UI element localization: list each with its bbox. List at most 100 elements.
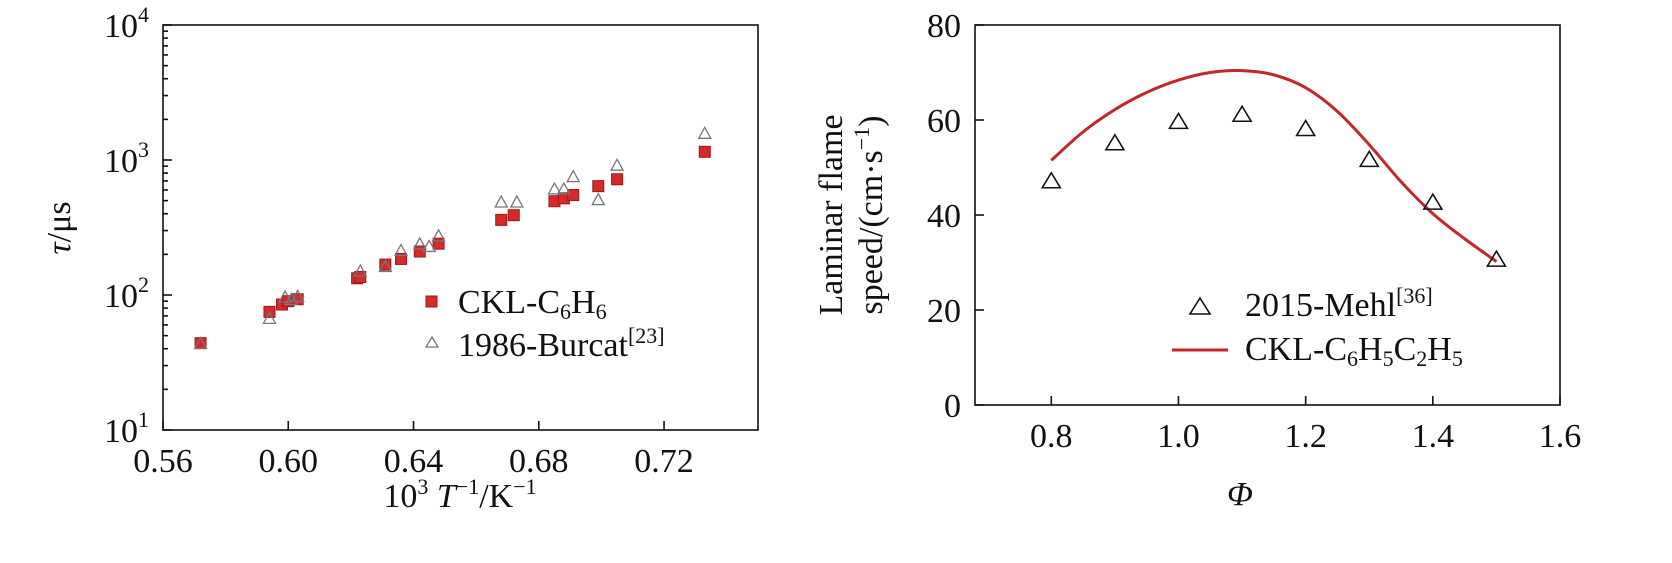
left-y-tick-label: 102 bbox=[104, 272, 149, 315]
left-triangle-point bbox=[494, 194, 509, 208]
right-plot-frame bbox=[974, 24, 1561, 406]
left-square-point bbox=[354, 270, 367, 283]
left-triangle-point bbox=[566, 169, 581, 183]
right-legend-1-pre: 2015-Mehl bbox=[1245, 287, 1396, 324]
left-x-title-rsup: −1 bbox=[513, 474, 536, 499]
left-triangle-point bbox=[547, 181, 562, 195]
right-legend-label-2: CKL-C6H5C2H5 bbox=[1245, 331, 1463, 371]
right-x-tick-label: 1.4 bbox=[1412, 418, 1455, 455]
right-x-tick-label: 0.8 bbox=[1030, 418, 1073, 455]
left-x-tick-label: 0.56 bbox=[133, 443, 193, 480]
left-triangle-point bbox=[278, 289, 293, 303]
left-y-unit: /μs bbox=[41, 201, 78, 242]
left-legend-1-mid: H bbox=[571, 284, 596, 321]
left-x-tick-label: 0.60 bbox=[259, 443, 319, 480]
left-x-title-t: T bbox=[428, 478, 458, 515]
left-triangle-point bbox=[193, 336, 208, 350]
left-triangle-point bbox=[556, 181, 571, 195]
left-tick-marks bbox=[162, 24, 665, 431]
right-y-tick-labels: 0 20 40 60 80 bbox=[927, 8, 961, 425]
right-triangle-point bbox=[1231, 104, 1253, 123]
right-legend-2-m3: H bbox=[1427, 331, 1452, 368]
left-triangle-point bbox=[284, 292, 299, 306]
left-y-tick-labels: 101 102 103 104 bbox=[104, 2, 149, 450]
left-square-point bbox=[698, 145, 711, 158]
left-square-point bbox=[395, 252, 407, 265]
left-square-point bbox=[611, 173, 624, 186]
left-legend-1-s2: 6 bbox=[596, 299, 607, 324]
left-triangle-point bbox=[422, 239, 437, 253]
right-legend-2-pre: CKL-C bbox=[1245, 331, 1347, 368]
left-triangle-point bbox=[393, 243, 409, 257]
left-square-point bbox=[194, 337, 207, 350]
right-x-tick-label: 1.0 bbox=[1157, 418, 1200, 455]
left-x-title-base: 10 bbox=[383, 478, 417, 515]
left-legend-2-sup: [23] bbox=[628, 323, 665, 348]
right-y-tick-label: 0 bbox=[944, 388, 961, 425]
right-x-tick-labels: 0.8 1.0 1.2 1.4 1.6 bbox=[1030, 418, 1581, 455]
left-y-tau: τ bbox=[41, 241, 78, 255]
right-legend-triangle-marker bbox=[1188, 296, 1212, 315]
right-y-title-pre: speed/(cm·s bbox=[853, 150, 890, 314]
left-x-axis-title: 103 T−1/K−1 bbox=[383, 474, 536, 515]
left-legend-triangle-marker bbox=[424, 335, 440, 348]
right-model-curve-group bbox=[1050, 69, 1498, 263]
left-square-point bbox=[507, 209, 520, 222]
right-y-title-sup: −1 bbox=[849, 127, 874, 150]
left-triangle-point bbox=[509, 194, 524, 208]
right-legend-2-s3: 2 bbox=[1416, 346, 1427, 371]
right-legend-2-m2: C bbox=[1394, 331, 1417, 368]
left-legend-label-1: CKL-C6H6 bbox=[458, 284, 607, 324]
left-x-title-sup: 3 bbox=[417, 474, 428, 499]
left-triangle-point bbox=[262, 311, 277, 325]
right-legend-2-m1: H bbox=[1358, 331, 1383, 368]
right-x-tick-label: 1.2 bbox=[1284, 418, 1327, 455]
left-square-point bbox=[567, 189, 580, 202]
left-x-title-tsup: −1 bbox=[456, 474, 479, 499]
left-triangle-point bbox=[431, 228, 446, 242]
left-x-tick-label: 0.72 bbox=[634, 443, 694, 480]
left-triangle-point bbox=[378, 259, 393, 273]
right-y-axis-title-line1: Laminar flame bbox=[813, 114, 850, 315]
left-square-point bbox=[379, 258, 392, 271]
right-x-axis-title: Φ bbox=[1227, 476, 1253, 513]
left-legend-1-pre: CKL-C bbox=[458, 284, 560, 321]
right-triangle-point bbox=[1485, 249, 1507, 267]
left-legend-1-s1: 6 bbox=[560, 299, 571, 324]
right-y-tick-label: 40 bbox=[927, 198, 961, 235]
left-legend-square-marker bbox=[425, 295, 438, 308]
right-model-curve bbox=[1050, 69, 1498, 263]
left-square-point bbox=[432, 237, 445, 250]
right-y-axis-title-line2: speed/(cm·s−1) bbox=[849, 115, 890, 314]
left-data-points bbox=[193, 125, 712, 350]
left-x-tick-label: 0.64 bbox=[384, 443, 444, 480]
right-y-tick-label: 20 bbox=[927, 293, 961, 330]
right-y-tick-label: 80 bbox=[927, 8, 961, 45]
left-legend-label-2: 1986-Burcat[23] bbox=[458, 323, 665, 364]
left-chart: 0.56 0.60 0.64 0.68 0.72 101 102 103 104 τ/μs 1… bbox=[41, 2, 759, 515]
right-triangle-point bbox=[1104, 133, 1126, 151]
left-legend-2-pre: 1986-Burcat bbox=[458, 327, 629, 364]
right-legend: 2015-Mehl[36] CKL-C6H5C2H5 bbox=[1172, 283, 1463, 371]
left-legend: CKL-C6H6 1986-Burcat[23] bbox=[424, 284, 665, 364]
left-y-tick-label: 103 bbox=[104, 137, 149, 180]
right-legend-label-1: 2015-Mehl[36] bbox=[1245, 283, 1433, 324]
left-square-point bbox=[592, 180, 605, 193]
left-square-point bbox=[495, 213, 508, 226]
right-triangle-point bbox=[1358, 149, 1380, 168]
left-x-tick-labels: 0.56 0.60 0.64 0.68 0.72 bbox=[133, 443, 694, 480]
right-legend-2-s2: 5 bbox=[1383, 346, 1394, 371]
right-data-points bbox=[1040, 104, 1507, 267]
left-triangle-point bbox=[697, 125, 712, 139]
left-triangle-point bbox=[290, 289, 305, 303]
left-y-axis-title: τ/μs bbox=[41, 201, 78, 254]
right-triangle-point bbox=[1040, 171, 1062, 189]
right-y-tick-label: 60 bbox=[927, 103, 961, 140]
left-triangle-point bbox=[609, 157, 625, 171]
left-plot-frame bbox=[162, 24, 759, 431]
left-y-tick-label: 101 bbox=[104, 407, 149, 450]
left-triangle-point bbox=[591, 192, 606, 206]
right-triangle-point bbox=[1295, 118, 1317, 137]
